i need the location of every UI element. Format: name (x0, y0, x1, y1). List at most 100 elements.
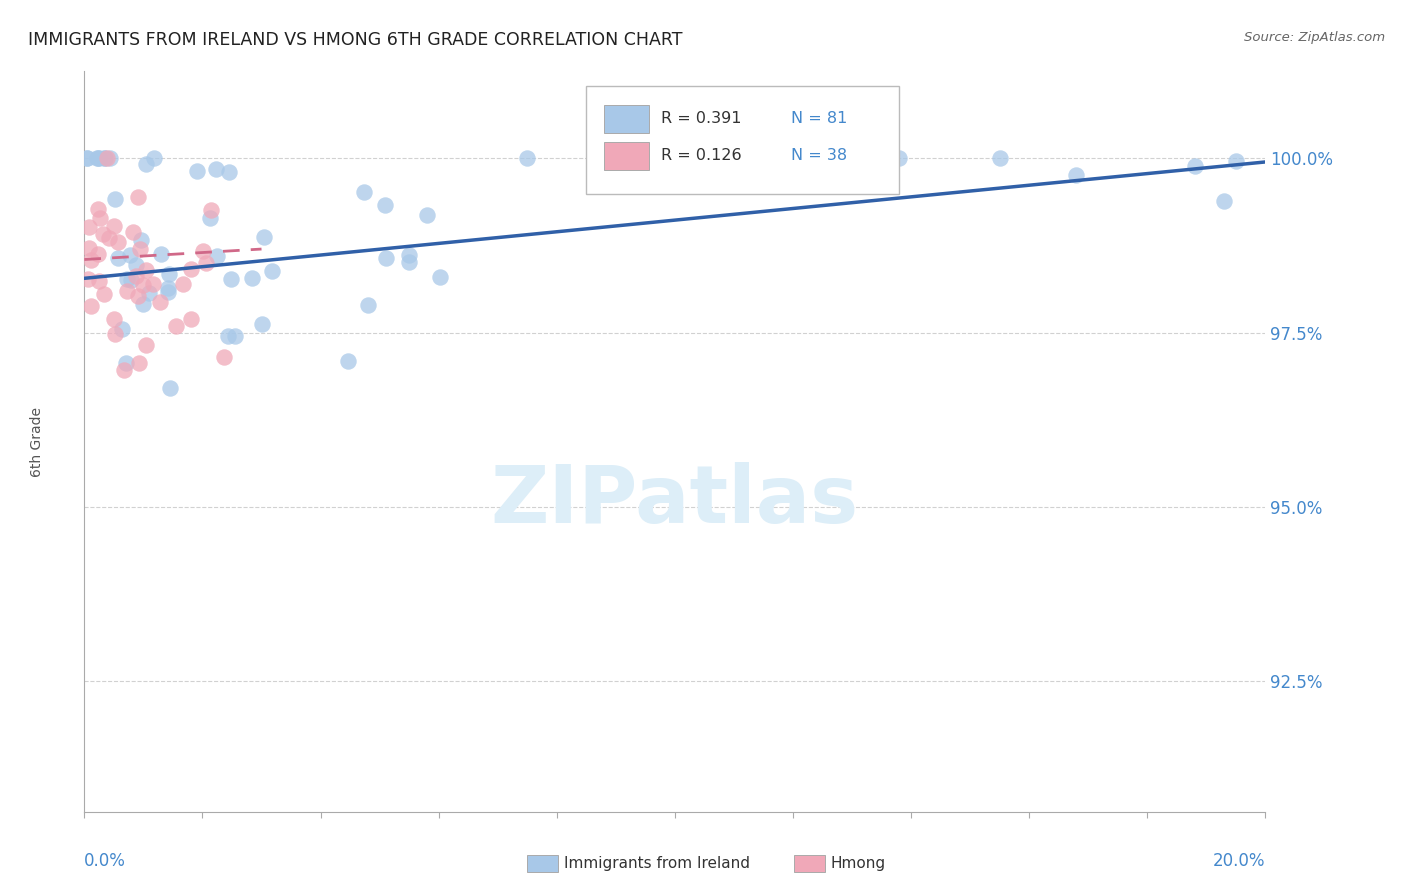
Point (100, 152, 122, 166)
Text: N = 81: N = 81 (790, 112, 846, 127)
Point (217, 329, 239, 343)
Point (337, 354, 360, 368)
Point (156, 285, 179, 300)
Point (250, 318, 273, 332)
Point (96, 152, 118, 166)
Point (212, 351, 235, 365)
Point (91, 227, 114, 241)
Point (129, 242, 152, 256)
Bar (605, 142, 650, 169)
Point (89, 274, 111, 288)
Point (77, 272, 100, 286)
Point (132, 296, 155, 310)
Point (127, 289, 149, 303)
Point (429, 270, 451, 285)
Point (1066, 168, 1088, 182)
Point (165, 319, 187, 334)
Point (117, 271, 139, 285)
Point (115, 355, 138, 369)
Point (195, 256, 218, 270)
Point (79, 253, 101, 268)
Point (125, 268, 148, 283)
Text: R = 0.126: R = 0.126 (661, 148, 741, 163)
Text: IMMIGRANTS FROM IRELAND VS HMONG 6TH GRADE CORRELATION CHART: IMMIGRANTS FROM IRELAND VS HMONG 6TH GRA… (28, 31, 683, 49)
Text: ZIPatlas: ZIPatlas (491, 462, 859, 540)
Point (86, 152, 108, 166)
Point (200, 203, 222, 218)
Point (93, 286, 115, 301)
Text: Immigrants from Ireland: Immigrants from Ireland (564, 856, 749, 871)
Point (77, 241, 100, 255)
Point (111, 322, 134, 336)
Point (157, 267, 180, 281)
Point (356, 298, 378, 312)
Point (80, 299, 103, 313)
Point (135, 157, 157, 171)
Point (205, 249, 228, 263)
Point (398, 248, 420, 262)
Text: Source: ZipAtlas.com: Source: ZipAtlas.com (1244, 31, 1385, 45)
Point (127, 190, 149, 204)
Point (186, 164, 208, 178)
Text: 6th Grade: 6th Grade (30, 407, 44, 476)
Point (103, 219, 125, 233)
Point (104, 327, 127, 342)
Point (89, 152, 111, 166)
Point (98, 231, 121, 245)
Point (634, 152, 657, 166)
Point (374, 197, 396, 211)
Point (76, 152, 98, 166)
Text: Hmong: Hmong (831, 856, 886, 871)
Point (353, 185, 375, 199)
Point (104, 192, 127, 206)
Point (253, 230, 276, 244)
Point (159, 381, 181, 395)
FancyBboxPatch shape (586, 87, 900, 194)
Text: 20.0%: 20.0% (1213, 853, 1265, 871)
Point (172, 277, 194, 291)
Point (107, 235, 129, 250)
Point (120, 273, 142, 287)
Point (398, 255, 420, 269)
Point (138, 286, 160, 301)
Text: 0.0%: 0.0% (84, 853, 127, 871)
Point (224, 329, 246, 343)
Point (134, 263, 156, 277)
Point (89, 211, 111, 225)
Point (87, 152, 110, 166)
Text: N = 38: N = 38 (790, 148, 846, 163)
Point (131, 277, 153, 292)
Point (149, 295, 172, 310)
Point (191, 244, 214, 258)
Point (180, 261, 202, 276)
Point (240, 271, 263, 285)
Point (143, 152, 166, 166)
Point (135, 338, 157, 352)
Point (87, 202, 110, 217)
Point (516, 152, 538, 166)
Point (103, 311, 125, 326)
Point (205, 161, 228, 176)
Point (416, 208, 439, 222)
Point (752, 157, 775, 171)
Point (79, 219, 101, 234)
Point (150, 247, 173, 261)
Point (374, 251, 396, 265)
Point (1184, 160, 1206, 174)
Point (128, 356, 150, 370)
Point (219, 272, 242, 286)
Point (122, 225, 145, 239)
Point (218, 164, 240, 178)
Point (115, 284, 138, 298)
Point (180, 311, 202, 326)
Point (112, 363, 135, 377)
Point (125, 258, 148, 272)
Point (93, 152, 115, 166)
Point (1225, 153, 1247, 168)
Point (76, 152, 98, 166)
Bar (605, 104, 650, 133)
Point (156, 281, 179, 295)
Point (260, 264, 283, 278)
Point (198, 211, 221, 225)
Point (142, 277, 165, 291)
